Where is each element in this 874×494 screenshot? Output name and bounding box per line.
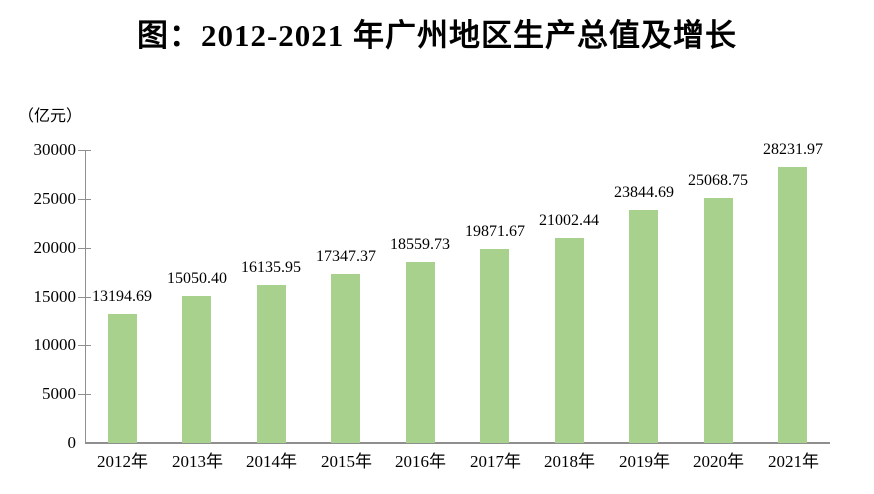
bar <box>182 296 211 443</box>
y-tick-mark <box>78 248 91 249</box>
bar <box>555 238 584 443</box>
y-tick-label: 15000 <box>33 287 77 306</box>
y-tick-mark <box>78 345 91 346</box>
x-axis-line <box>85 442 830 444</box>
x-axis-label: 2013年 <box>172 452 223 471</box>
x-axis-label: 2021年 <box>768 452 819 471</box>
x-axis-label: 2016年 <box>395 452 446 471</box>
x-axis-label: 2018年 <box>544 452 595 471</box>
bar <box>629 210 658 443</box>
y-tick-label: 5000 <box>42 384 76 403</box>
bar-value-label: 17347.37 <box>316 248 376 265</box>
x-axis-label: 2015年 <box>321 452 372 471</box>
bar <box>257 285 286 443</box>
y-tick-label: 0 <box>67 433 77 452</box>
bar <box>108 314 137 443</box>
x-axis-label: 2017年 <box>470 452 521 471</box>
bar <box>704 198 733 443</box>
bar-value-label: 15050.40 <box>167 270 227 287</box>
bar-value-label: 13194.69 <box>92 288 152 305</box>
y-tick-label: 20000 <box>33 238 77 257</box>
y-axis-unit-label: （亿元） <box>18 108 83 125</box>
y-tick-label: 30000 <box>33 140 77 159</box>
bar <box>331 274 360 443</box>
x-axis-label: 2012年 <box>97 452 148 471</box>
bar <box>480 249 509 443</box>
x-axis-label: 2020年 <box>693 452 744 471</box>
bar-value-label: 19871.67 <box>465 223 525 240</box>
bar-value-label: 28231.97 <box>763 141 823 158</box>
bar-value-label: 16135.95 <box>241 259 301 276</box>
y-tick-mark <box>78 199 91 200</box>
bar <box>778 167 807 443</box>
y-tick-mark <box>78 394 91 395</box>
bar-value-label: 18559.73 <box>390 236 450 253</box>
x-axis-label: 2019年 <box>619 452 670 471</box>
y-tick-mark <box>78 297 91 298</box>
bar <box>406 262 435 443</box>
bar-value-label: 21002.44 <box>539 212 599 229</box>
x-axis-label: 2014年 <box>246 452 297 471</box>
chart-title: 图：2012-2021 年广州地区生产总值及增长 <box>136 18 738 53</box>
y-tick-label: 10000 <box>33 335 77 354</box>
bar-value-label: 25068.75 <box>688 172 748 189</box>
y-tick-label: 25000 <box>33 189 77 208</box>
bar-value-label: 23844.69 <box>614 184 674 201</box>
y-tick-mark <box>78 150 91 151</box>
